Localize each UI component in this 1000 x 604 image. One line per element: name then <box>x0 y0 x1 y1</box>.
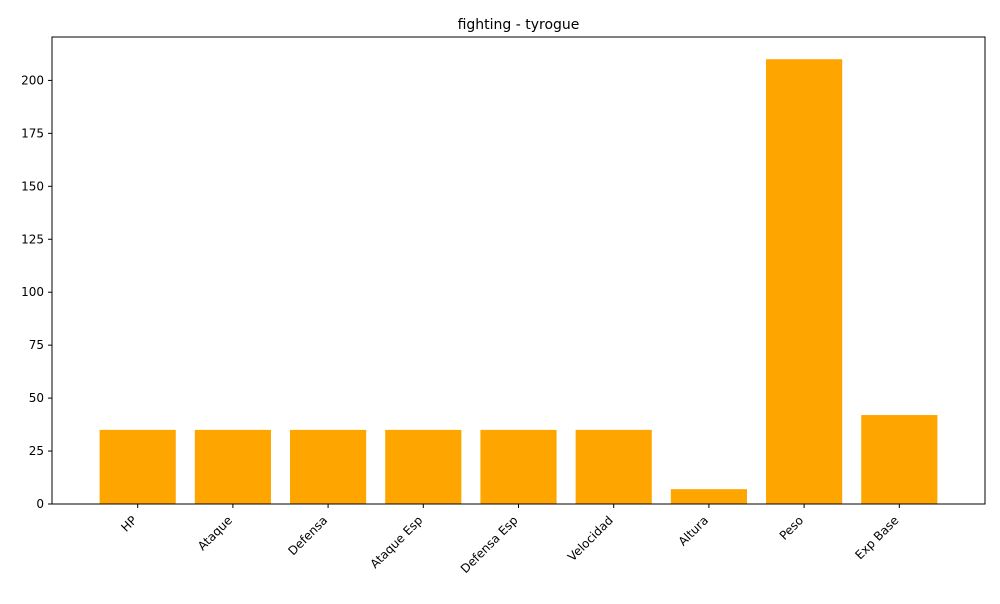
bar-exp-base <box>861 415 938 504</box>
x-tick-label: Altura <box>676 513 711 548</box>
y-tick-label: 175 <box>21 126 44 140</box>
x-tick-label: HP <box>118 513 139 534</box>
y-tick-label: 100 <box>21 285 44 299</box>
bar-defensa <box>290 429 367 504</box>
x-tick-label: Ataque <box>195 513 235 553</box>
x-tick-label: Velocidad <box>565 513 616 564</box>
plot-frame <box>51 36 986 505</box>
bars-group <box>99 59 938 504</box>
x-axis: HP Ataque Defensa Ataque Esp Defensa Esp Velo… <box>118 504 901 576</box>
x-tick-label: Peso <box>777 513 807 543</box>
bar-ataque-esp <box>385 429 462 504</box>
y-tick-label: 200 <box>21 73 44 87</box>
bar-ataque <box>194 429 271 504</box>
y-tick-label: 50 <box>29 391 44 405</box>
bar-hp <box>99 429 176 504</box>
chart-title: fighting - tyrogue <box>458 17 580 33</box>
bar-altura <box>670 489 747 504</box>
x-tick-label: Defensa <box>285 513 330 558</box>
y-tick-label: 25 <box>29 444 44 458</box>
y-tick-label: 75 <box>29 338 44 352</box>
bar-peso <box>766 59 843 504</box>
x-tick-label: Exp Base <box>852 513 901 562</box>
y-axis: 0 25 50 75 100 125 150 175 200 <box>21 73 52 511</box>
y-tick-label: 0 <box>36 497 44 511</box>
y-tick-label: 125 <box>21 232 44 246</box>
x-tick-label: Defensa Esp <box>458 513 521 576</box>
y-tick-label: 150 <box>21 179 44 193</box>
bar-velocidad <box>575 429 652 504</box>
bar-defensa-esp <box>480 429 557 504</box>
x-tick-label: Ataque Esp <box>367 513 425 571</box>
